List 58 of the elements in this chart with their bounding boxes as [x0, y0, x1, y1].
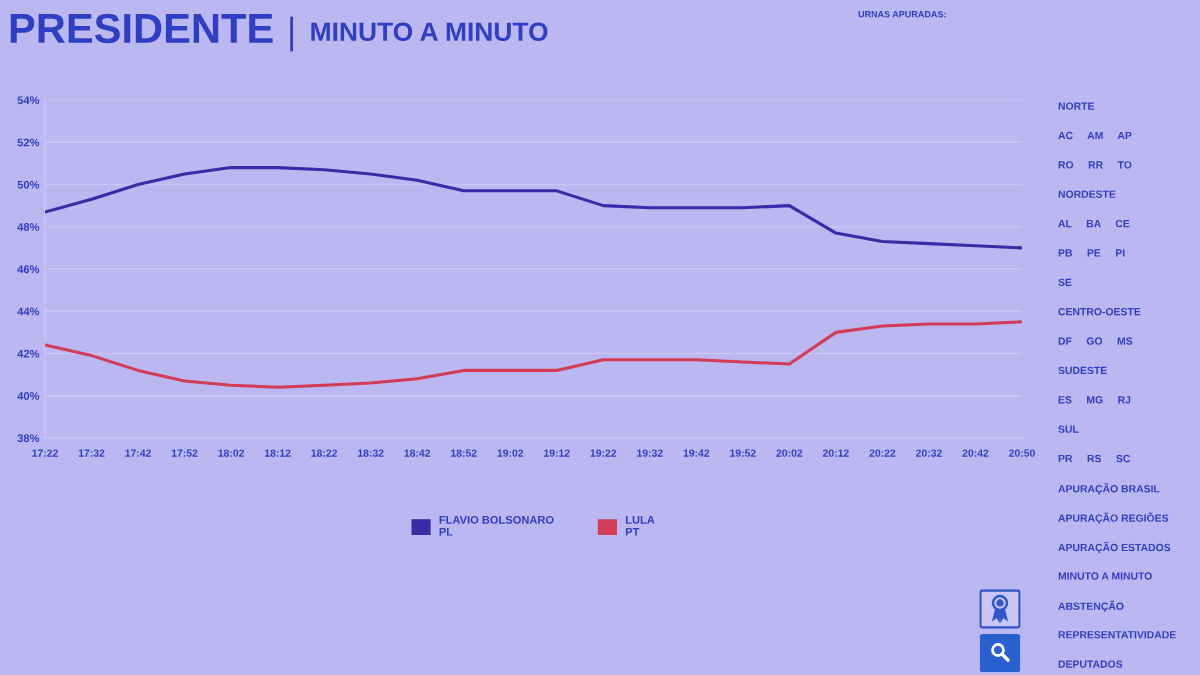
y-tick-label: 50% — [17, 180, 40, 189]
text: NORTE — [1058, 102, 1095, 110]
text: SUL — [1058, 425, 1079, 433]
x-tick-label: 19:02 — [497, 449, 524, 457]
x-tick-label: 19:22 — [590, 449, 617, 457]
y-tick-label: 44% — [17, 307, 40, 316]
x-tick-label: 20:42 — [962, 449, 989, 457]
y-tick-label: 46% — [17, 265, 40, 274]
text: URNAS APURADAS: — [858, 11, 946, 18]
text: SUDESTE — [1058, 366, 1107, 375]
legend-label: FLAVIO BOLSONARO PL — [439, 515, 554, 536]
x-tick-label: 20:12 — [822, 449, 849, 457]
x-tick-label: 17:52 — [171, 449, 198, 457]
text: AL BA CE — [1058, 219, 1130, 228]
text: REPRESENTATIVIDADE — [1058, 631, 1176, 639]
x-tick-label: 20:02 — [776, 449, 803, 457]
x-tick-label: 18:02 — [218, 449, 244, 457]
text: AC AM AP — [1058, 131, 1132, 140]
x-tick-label: 18:42 — [404, 449, 431, 457]
x-tick-label: 18:52 — [451, 449, 477, 457]
x-tick-label: 20:22 — [869, 449, 896, 457]
text: CENTRO-OESTE — [1058, 308, 1141, 316]
x-tick-label: 19:42 — [683, 449, 710, 457]
y-tick-label: 42% — [17, 349, 40, 358]
text: APURAÇÃO ESTADOS — [1058, 541, 1171, 554]
text: APURAÇÃO BRASIL — [1058, 483, 1160, 495]
x-tick-label: 18:12 — [264, 449, 291, 457]
text: DEPUTADOS — [1058, 660, 1123, 668]
chart-title: PRESIDENTE — [10, 13, 273, 44]
y-tick-label: 52% — [17, 138, 40, 147]
y-tick-label: 40% — [17, 392, 40, 400]
chart-subtitle: MINUTO A MINUTO — [311, 22, 548, 42]
x-tick-label: 20:50 — [1009, 449, 1035, 457]
text: ABSTENÇÃO — [1058, 600, 1124, 612]
x-tick-label: 20:32 — [915, 449, 942, 457]
x-tick-label: 18:32 — [358, 449, 384, 457]
text: DF GO MS — [1058, 337, 1133, 345]
x-tick-label: 17:32 — [78, 449, 105, 457]
y-tick-label: 38% — [17, 434, 40, 443]
text: PB PE PI — [1058, 249, 1125, 257]
text: NORDESTE — [1058, 190, 1116, 198]
legend-label: LULA PT — [625, 516, 655, 536]
y-tick-label: 54% — [17, 96, 40, 105]
x-tick-label: 18:22 — [311, 449, 338, 457]
x-tick-label: 19:12 — [544, 449, 570, 457]
text: PR RS SC — [1058, 454, 1131, 463]
x-tick-label: 19:32 — [637, 449, 663, 457]
line-series — [45, 166, 1022, 250]
x-tick-label: 17:22 — [32, 449, 58, 457]
text: APURAÇÃO REGIÕES — [1058, 512, 1169, 524]
x-tick-label: 19:52 — [730, 449, 756, 457]
text: SE — [1058, 278, 1072, 287]
text: RO RR TO — [1058, 161, 1132, 169]
line-series — [45, 320, 1022, 389]
y-tick-label: 48% — [17, 223, 40, 231]
text: ES MG RJ — [1058, 396, 1131, 404]
x-tick-label: 17:42 — [125, 449, 151, 457]
text: MINUTO A MINUTO — [1058, 572, 1152, 580]
